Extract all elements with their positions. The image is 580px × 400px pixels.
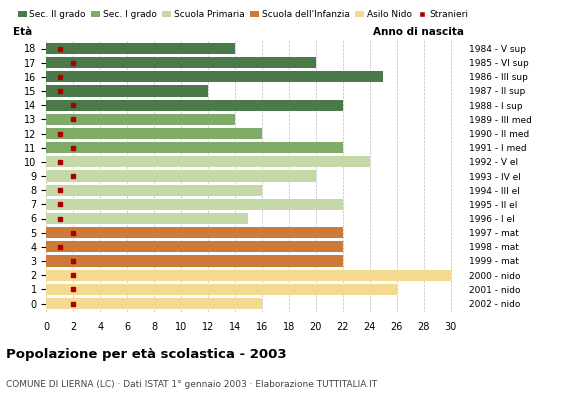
Bar bbox=[46, 256, 343, 266]
Text: COMUNE DI LIERNA (LC) · Dati ISTAT 1° gennaio 2003 · Elaborazione TUTTITALIA.IT: COMUNE DI LIERNA (LC) · Dati ISTAT 1° ge… bbox=[6, 380, 377, 389]
Bar bbox=[46, 128, 262, 139]
Bar bbox=[46, 86, 208, 96]
Text: Anno di nascita: Anno di nascita bbox=[373, 27, 464, 37]
Text: Età: Età bbox=[13, 27, 32, 37]
Bar bbox=[46, 71, 383, 82]
Bar bbox=[46, 227, 343, 238]
Bar bbox=[46, 199, 343, 210]
Text: Popolazione per età scolastica - 2003: Popolazione per età scolastica - 2003 bbox=[6, 348, 287, 361]
Bar bbox=[46, 284, 397, 295]
Bar bbox=[46, 170, 316, 182]
Bar bbox=[46, 57, 316, 68]
Bar bbox=[46, 270, 451, 281]
Bar bbox=[46, 156, 369, 167]
Bar bbox=[46, 241, 343, 252]
Bar bbox=[46, 213, 248, 224]
Bar bbox=[46, 298, 262, 309]
Bar bbox=[46, 142, 343, 153]
Bar bbox=[46, 114, 235, 125]
Legend: Sec. II grado, Sec. I grado, Scuola Primaria, Scuola dell'Infanzia, Asilo Nido, : Sec. II grado, Sec. I grado, Scuola Prim… bbox=[17, 10, 468, 19]
Bar bbox=[46, 43, 235, 54]
Bar bbox=[46, 185, 262, 196]
Bar bbox=[46, 100, 343, 111]
